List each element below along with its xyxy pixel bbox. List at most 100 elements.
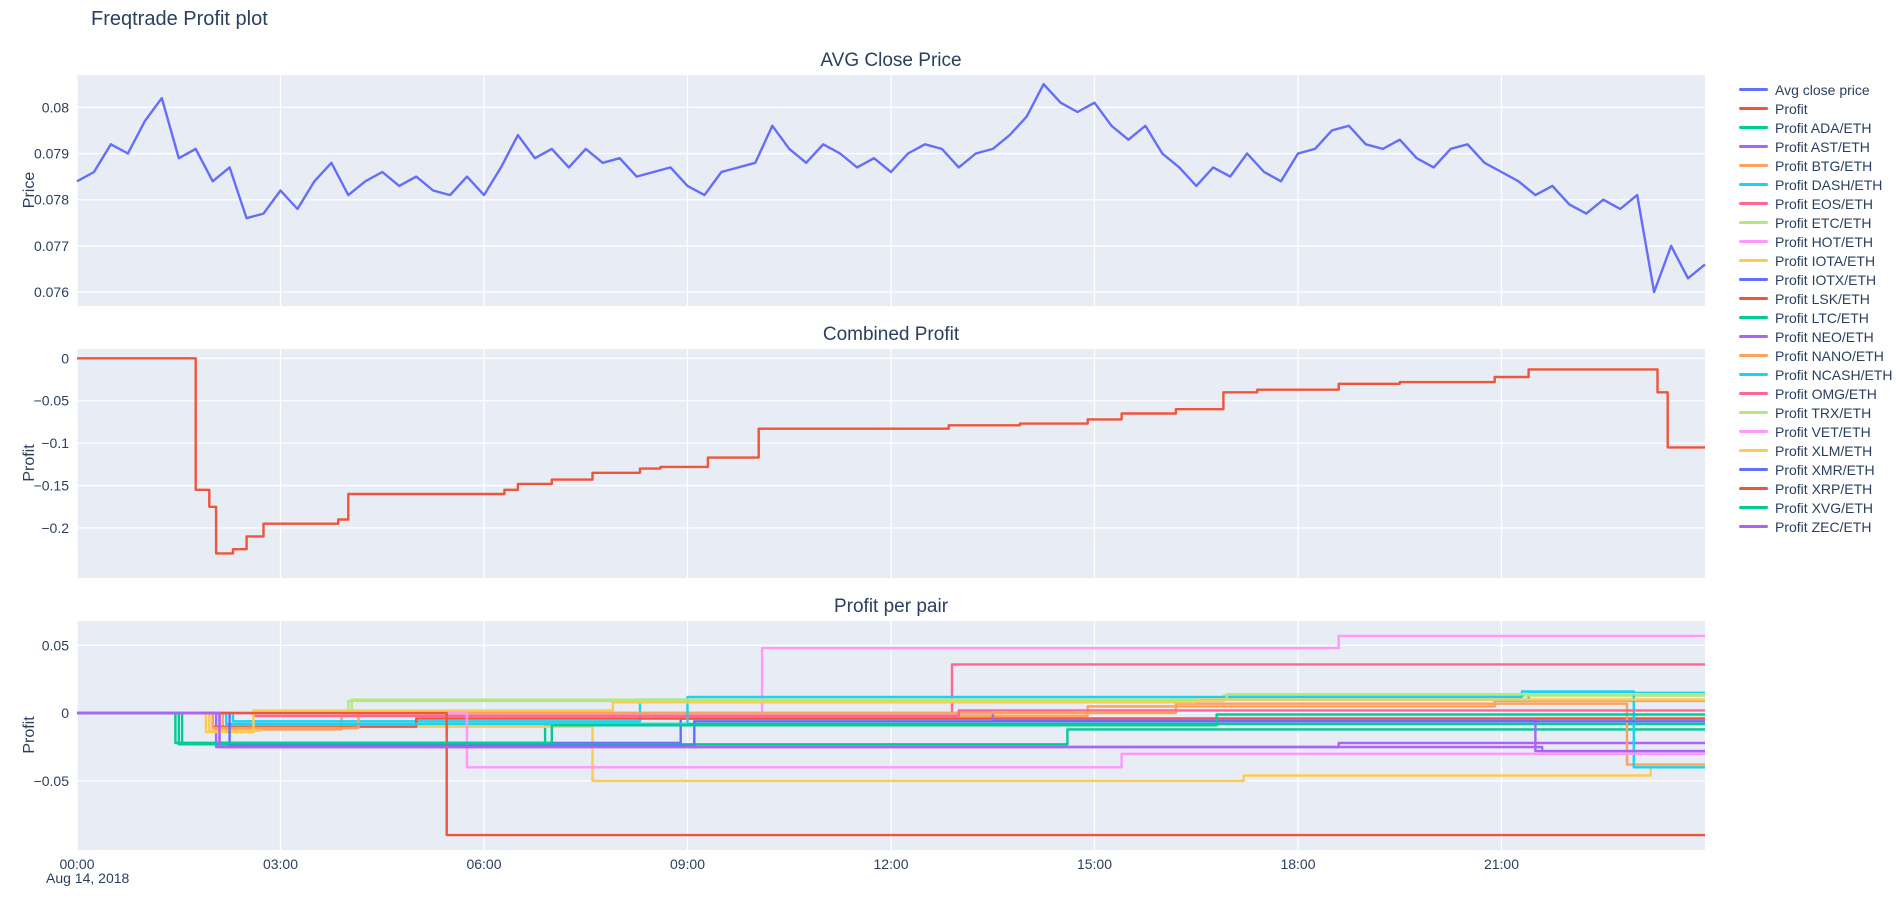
y-tick-label: 0.076 bbox=[34, 284, 69, 300]
legend-item[interactable]: Avg close price bbox=[1739, 80, 1892, 99]
legend-item[interactable]: Profit XLM/ETH bbox=[1739, 441, 1892, 460]
legend-line-swatch bbox=[1739, 411, 1768, 414]
legend-line-swatch bbox=[1739, 88, 1768, 91]
legend-line-swatch bbox=[1739, 297, 1768, 300]
legend-item-label: Profit IOTX/ETH bbox=[1775, 271, 1877, 288]
y-tick-label: 0.05 bbox=[42, 637, 69, 653]
legend-line-swatch bbox=[1739, 354, 1768, 357]
legend-line-swatch bbox=[1739, 259, 1768, 262]
series-line-profit-nano-eth[interactable] bbox=[77, 702, 1705, 766]
legend-item[interactable]: Profit LTC/ETH bbox=[1739, 308, 1892, 327]
legend-item[interactable]: Profit NEO/ETH bbox=[1739, 327, 1892, 346]
legend-item[interactable]: Profit IOTA/ETH bbox=[1739, 251, 1892, 270]
legend-item-label: Profit IOTA/ETH bbox=[1775, 252, 1876, 269]
y-tick-label: 0.079 bbox=[34, 146, 69, 162]
legend-item[interactable]: Profit EOS/ETH bbox=[1739, 194, 1892, 213]
x-tick-label: 09:00 bbox=[670, 856, 705, 872]
legend-item[interactable]: Profit NCASH/ETH bbox=[1739, 365, 1892, 384]
legend-item-label: Profit bbox=[1775, 100, 1808, 117]
legend-item[interactable]: Profit NANO/ETH bbox=[1739, 346, 1892, 365]
x-axis-date-label: Aug 14, 2018 bbox=[46, 870, 130, 886]
series-line-profit-xlm-eth[interactable] bbox=[77, 698, 1705, 734]
legend-item[interactable]: Profit OMG/ETH bbox=[1739, 384, 1892, 403]
legend-item[interactable]: Profit XRP/ETH bbox=[1739, 479, 1892, 498]
y-tick-label: 0.08 bbox=[42, 99, 69, 115]
legend-line-swatch bbox=[1739, 316, 1768, 319]
x-tick-label: 00:00 bbox=[59, 856, 94, 872]
legend-item[interactable]: Profit ADA/ETH bbox=[1739, 118, 1892, 137]
legend-item-label: Profit VET/ETH bbox=[1775, 423, 1871, 440]
y-tick-label: 0.077 bbox=[34, 238, 69, 254]
legend-line-swatch bbox=[1739, 278, 1768, 281]
legend-line-swatch bbox=[1739, 221, 1768, 224]
legend-item[interactable]: Profit HOT/ETH bbox=[1739, 232, 1892, 251]
legend-item-label: Profit XRP/ETH bbox=[1775, 480, 1873, 497]
legend-line-swatch bbox=[1739, 525, 1768, 528]
legend-item-label: Profit AST/ETH bbox=[1775, 138, 1870, 155]
legend-line-swatch bbox=[1739, 145, 1768, 148]
legend-line-swatch bbox=[1739, 183, 1768, 186]
series-line-profit-xvg-eth[interactable] bbox=[77, 711, 1705, 745]
legend-item[interactable]: Profit IOTX/ETH bbox=[1739, 270, 1892, 289]
legend-item-label: Profit NANO/ETH bbox=[1775, 347, 1884, 364]
legend-line-swatch bbox=[1739, 468, 1768, 471]
legend-item-label: Profit XVG/ETH bbox=[1775, 499, 1874, 516]
series-line-profit-ncash-eth[interactable] bbox=[77, 690, 1705, 769]
legend-line-swatch bbox=[1739, 449, 1768, 452]
legend-item-label: Profit XLM/ETH bbox=[1775, 442, 1873, 459]
x-tick-label: 06:00 bbox=[466, 856, 501, 872]
series-line-profit-iota-eth[interactable] bbox=[77, 711, 1705, 783]
legend-line-swatch bbox=[1739, 373, 1768, 376]
legend-line-swatch bbox=[1739, 240, 1768, 243]
legend-line-swatch bbox=[1739, 392, 1768, 395]
legend-line-swatch bbox=[1739, 335, 1768, 338]
y-tick-label: −0.05 bbox=[34, 393, 70, 409]
legend-item-label: Profit LTC/ETH bbox=[1775, 309, 1869, 326]
x-tick-label: 18:00 bbox=[1280, 856, 1315, 872]
legend-item-label: Profit EOS/ETH bbox=[1775, 195, 1874, 212]
legend-line-swatch bbox=[1739, 487, 1768, 490]
x-tick-label: 21:00 bbox=[1484, 856, 1519, 872]
y-tick-label: −0.15 bbox=[34, 478, 70, 494]
legend-item[interactable]: Profit ZEC/ETH bbox=[1739, 517, 1892, 536]
legend-item-label: Profit LSK/ETH bbox=[1775, 290, 1870, 307]
legend-line-swatch bbox=[1739, 107, 1768, 110]
legend-item[interactable]: Profit bbox=[1739, 99, 1892, 118]
series-line-avg-close-price[interactable] bbox=[76, 83, 1706, 294]
legend-line-swatch bbox=[1739, 164, 1768, 167]
legend-item[interactable]: Profit BTG/ETH bbox=[1739, 156, 1892, 175]
legend-item[interactable]: Profit ETC/ETH bbox=[1739, 213, 1892, 232]
legend-item-label: Profit NEO/ETH bbox=[1775, 328, 1874, 345]
legend-item-label: Profit TRX/ETH bbox=[1775, 404, 1872, 421]
legend-item[interactable]: Profit TRX/ETH bbox=[1739, 403, 1892, 422]
series-line-profit-zec-eth[interactable] bbox=[77, 711, 1705, 753]
avg-close-price-chart[interactable]: 0.08 0.079 0.078 0.077 0.076 bbox=[0, 75, 1730, 306]
legend-item[interactable]: Profit VET/ETH bbox=[1739, 422, 1892, 441]
legend-item-label: Profit BTG/ETH bbox=[1775, 157, 1873, 174]
series-line-profit-xrp-eth[interactable] bbox=[77, 711, 1705, 837]
legend-item[interactable]: Profit AST/ETH bbox=[1739, 137, 1892, 156]
legend-item[interactable]: Profit LSK/ETH bbox=[1739, 289, 1892, 308]
legend-item-label: Profit DASH/ETH bbox=[1775, 176, 1883, 193]
combined-profit-chart[interactable]: 0 −0.05 −0.1 −0.15 −0.2 bbox=[0, 349, 1730, 578]
x-tick-label: 12:00 bbox=[873, 856, 908, 872]
legend-line-swatch bbox=[1739, 202, 1768, 205]
y-tick-label: 0 bbox=[61, 705, 69, 721]
y-tick-label: −0.05 bbox=[34, 773, 70, 789]
legend-line-swatch bbox=[1739, 506, 1768, 509]
y-tick-label: −0.1 bbox=[41, 435, 69, 451]
legend-item[interactable]: Profit DASH/ETH bbox=[1739, 175, 1892, 194]
legend-item-label: Profit ETC/ETH bbox=[1775, 214, 1872, 231]
y-tick-label: −0.2 bbox=[41, 520, 69, 536]
legend-item-label: Profit OMG/ETH bbox=[1775, 385, 1877, 402]
legend-item-label: Avg close price bbox=[1775, 81, 1870, 98]
legend-line-swatch bbox=[1739, 430, 1768, 433]
legend-item-label: Profit NCASH/ETH bbox=[1775, 366, 1893, 383]
series-line-profit[interactable] bbox=[77, 357, 1705, 555]
subplot-title-profit-per-pair: Profit per pair bbox=[833, 596, 949, 617]
legend-item[interactable]: Profit XMR/ETH bbox=[1739, 460, 1892, 479]
profit-per-pair-chart[interactable]: 00:00 03:00 06:00 09:00 12:00 15:00 18:00 21:00… bbox=[0, 621, 1730, 872]
legend-item-label: Profit ZEC/ETH bbox=[1775, 518, 1872, 535]
legend-item-label: Profit HOT/ETH bbox=[1775, 233, 1874, 250]
legend-item[interactable]: Profit XVG/ETH bbox=[1739, 498, 1892, 517]
